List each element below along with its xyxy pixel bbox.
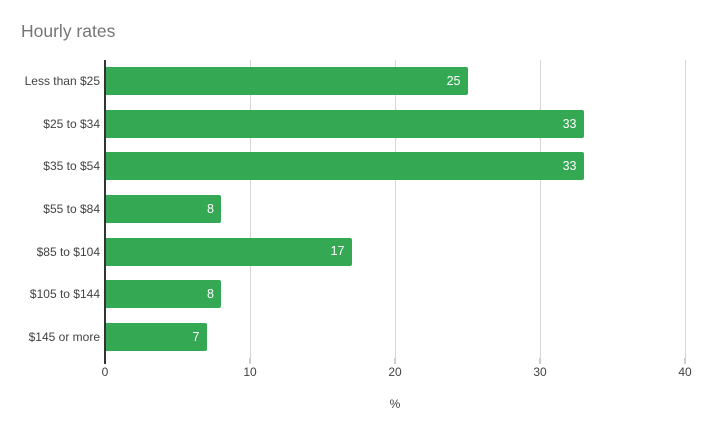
bar-value-label: 8: [207, 201, 214, 216]
x-tick-label-40: 40: [678, 365, 692, 379]
bar-row: 8: [105, 188, 685, 231]
bar-value-label: 8: [207, 286, 214, 301]
category-label: Less than $25: [24, 74, 100, 89]
x-tick-mark-40: [684, 358, 686, 364]
x-axis-baseline: [104, 60, 106, 364]
bar-value-label: 25: [446, 74, 461, 89]
bar-85-to-104[interactable]: 17: [105, 237, 352, 266]
category-label: $105 to $144: [29, 287, 100, 302]
x-tick-mark-30: [539, 358, 541, 364]
gridline-20: [395, 60, 396, 358]
x-tick-mark-10: [249, 358, 251, 364]
bar-row: 8: [105, 273, 685, 316]
bar-less-than-25[interactable]: 25: [105, 67, 468, 96]
bar-row: 33: [105, 145, 685, 188]
bar-series: 25 33 33 8 17 8 7: [105, 60, 685, 358]
x-tick-label-0: 0: [101, 365, 109, 379]
x-axis-tick-marks: [105, 358, 686, 364]
bar-row: 17: [105, 230, 685, 273]
category-label: $35 to $54: [43, 159, 100, 174]
bar-value-label: 17: [330, 244, 345, 259]
plot-area: 25 33 33 8 17 8 7: [105, 60, 686, 358]
x-tick-label-30: 30: [533, 365, 547, 379]
bar-row: 25: [105, 60, 685, 103]
bar-value-label: 33: [562, 159, 577, 174]
bar-55-to-84[interactable]: 8: [105, 195, 221, 224]
x-axis-title: %: [389, 397, 401, 411]
chart-title: Hourly rates: [21, 21, 116, 41]
x-tick-label-20: 20: [388, 365, 402, 379]
bar-25-to-34[interactable]: 33: [105, 109, 584, 138]
bar-row: 7: [105, 315, 685, 358]
x-tick-mark-20: [394, 358, 396, 364]
gridline-40: [685, 60, 686, 358]
category-label: $145 or more: [28, 329, 100, 344]
bar-145-or-more[interactable]: 7: [105, 322, 207, 351]
x-tick-label-10: 10: [243, 365, 257, 379]
category-label: $55 to $84: [43, 202, 100, 217]
bar-value-label: 7: [192, 329, 200, 344]
bar-35-to-54[interactable]: 33: [105, 152, 584, 181]
y-axis-category-labels: Less than $25 $25 to $34 $35 to $54 $55 to …: [0, 60, 100, 358]
bar-row: 33: [105, 103, 685, 146]
bar-105-to-144[interactable]: 8: [105, 280, 221, 309]
bar-value-label: 33: [562, 116, 577, 131]
gridline-10: [250, 60, 251, 358]
category-label: $25 to $34: [43, 116, 100, 131]
gridline-30: [540, 60, 541, 358]
x-axis-tick-labels: 0 10 20 30 40: [101, 365, 692, 380]
category-label: $85 to $104: [36, 244, 100, 259]
